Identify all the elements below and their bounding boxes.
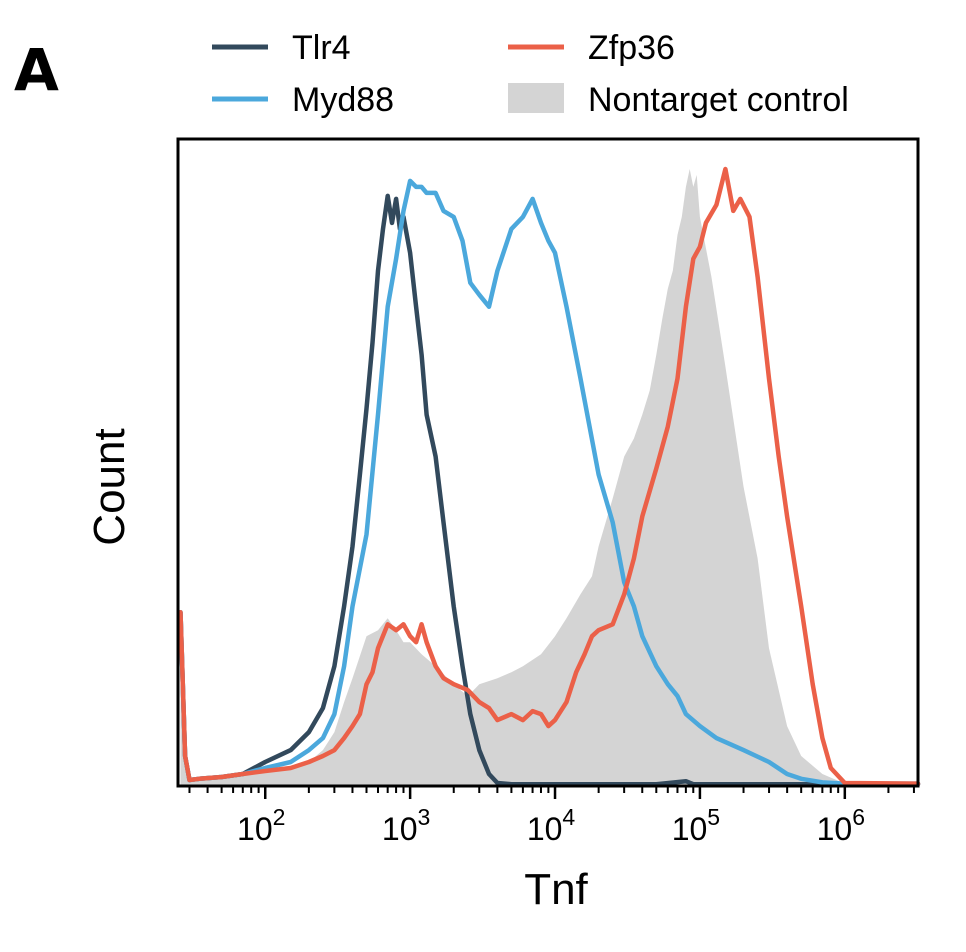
- plot-area: [176, 137, 921, 788]
- x-axis-label: Tnf: [524, 865, 588, 914]
- x-tick-label: 103: [382, 804, 430, 847]
- x-tick-label: 106: [817, 804, 865, 847]
- legend-label-zfp36: Zfp36: [588, 29, 675, 67]
- series-tlr4-line: [178, 193, 921, 787]
- series-myd88-line: [178, 178, 921, 786]
- legend-label-nontarget-control: Nontarget control: [588, 81, 849, 119]
- legend-swatch-nontarget-control: [508, 83, 564, 113]
- x-tick-label: 104: [527, 804, 576, 847]
- panel-letter: A: [14, 36, 59, 104]
- y-axis-label: Count: [85, 428, 134, 545]
- x-tick-label: 105: [672, 804, 720, 847]
- legend-label-tlr4: Tlr4: [292, 29, 351, 67]
- series-nontarget-control-area: [180, 169, 918, 786]
- series-layer: [178, 166, 921, 787]
- x-tick-label: 102: [237, 804, 285, 847]
- x-axis-ticks: 102 103 104 105 106: [188, 786, 915, 847]
- series-zfp36-line: [178, 166, 921, 786]
- legend: Tlr4 Myd88 Zfp36 Nontarget control: [212, 29, 849, 119]
- legend-label-myd88: Myd88: [292, 81, 394, 119]
